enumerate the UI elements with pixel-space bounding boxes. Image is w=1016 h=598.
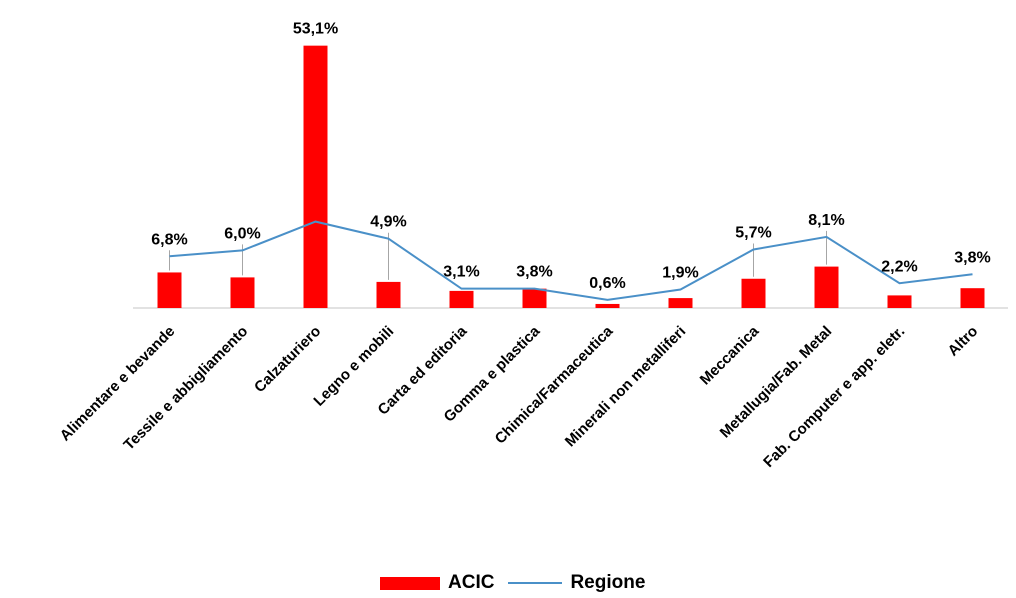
bar-acic bbox=[595, 303, 620, 308]
bar-acic bbox=[814, 266, 839, 308]
bar-acic bbox=[668, 298, 693, 308]
legend-item-regione: Regione bbox=[508, 572, 645, 594]
bars-group bbox=[157, 45, 985, 309]
category-label: Alimentare e bevande bbox=[57, 323, 179, 445]
bar-acic bbox=[449, 290, 474, 308]
data-label-acic: 53,1% bbox=[293, 21, 338, 38]
data-label-acic: 0,6% bbox=[589, 275, 625, 292]
regione-line-group bbox=[169, 220, 973, 301]
category-label: Minerali non metalliferi bbox=[562, 323, 690, 451]
data-label-acic: 6,8% bbox=[151, 231, 187, 248]
leader-lines-group bbox=[169, 230, 827, 280]
category-label: Tessile e abbigliamento bbox=[120, 323, 251, 454]
data-label-acic: 5,7% bbox=[735, 225, 771, 242]
data-label-acic: 4,9% bbox=[370, 214, 406, 231]
bar-acic bbox=[522, 288, 547, 308]
legend-label-acic: ACIC bbox=[448, 572, 495, 593]
bar-acic bbox=[741, 278, 766, 308]
bar-acic bbox=[303, 45, 328, 309]
data-label-acic: 3,8% bbox=[954, 249, 990, 266]
legend-swatch-regione bbox=[508, 582, 563, 584]
category-label: Calzaturiero bbox=[251, 323, 324, 396]
legend-swatch-acic bbox=[380, 576, 440, 590]
category-label: Altro bbox=[945, 323, 982, 360]
bar-acic bbox=[960, 288, 985, 308]
data-label-acic: 1,9% bbox=[662, 265, 698, 282]
regione-line bbox=[169, 220, 973, 301]
bar-acic bbox=[230, 277, 255, 308]
category-label: Meccanica bbox=[697, 322, 763, 388]
data-label-acic: 2,2% bbox=[881, 258, 917, 275]
data-label-acic: 3,1% bbox=[443, 264, 479, 281]
data-label-acic: 8,1% bbox=[808, 212, 844, 229]
legend: ACIC Regione bbox=[380, 570, 659, 596]
legend-label-regione: Regione bbox=[570, 572, 646, 593]
bar-acic bbox=[157, 272, 182, 308]
data-label-acic: 6,0% bbox=[224, 225, 260, 242]
legend-item-acic: ACIC bbox=[380, 572, 494, 594]
data-label-acic: 3,8% bbox=[516, 264, 552, 281]
category-label: Fab. Computer e app. eletr. bbox=[760, 323, 908, 471]
data-labels-group: 6,8% 6,0% 53,1% 4,9% 3,1% 3,8% 0,6% 1,9% 5,7% 8,1… bbox=[151, 21, 990, 292]
bar-acic bbox=[376, 281, 401, 308]
category-label: Chimica/Farmaceutica bbox=[492, 322, 617, 447]
bar-acic bbox=[887, 295, 912, 308]
